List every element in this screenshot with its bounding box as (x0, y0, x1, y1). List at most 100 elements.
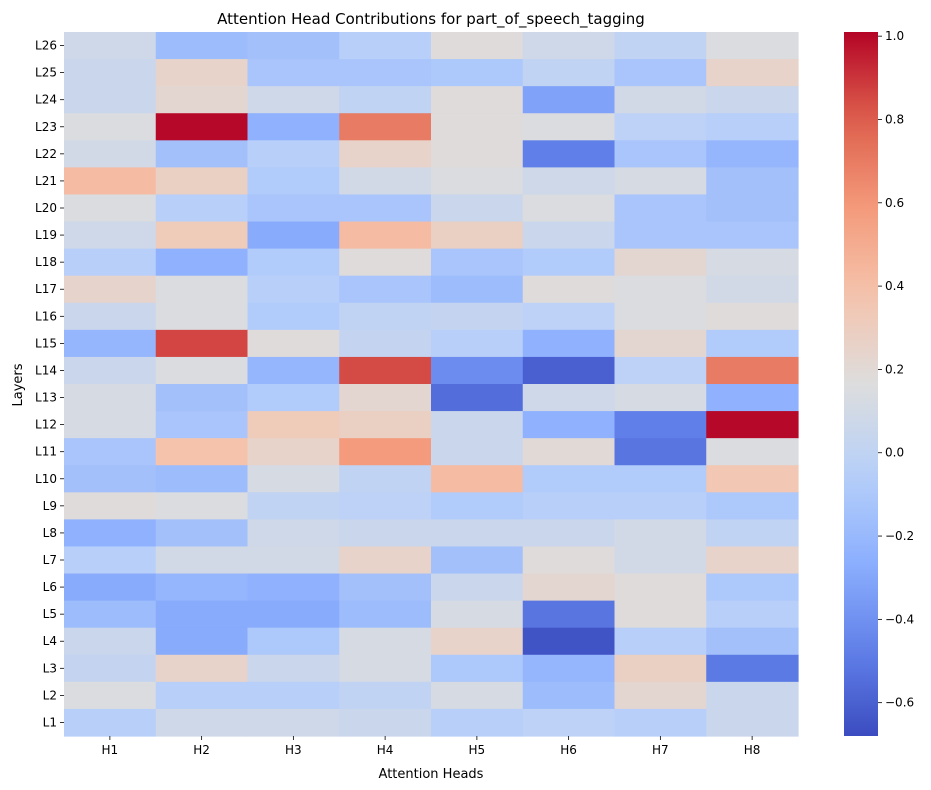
heatmap-cell (614, 546, 707, 575)
y-tick-label: L18 (35, 255, 57, 269)
heatmap-cell (522, 654, 616, 683)
y-tick-label: L23 (35, 120, 57, 134)
heatmap-cell (64, 32, 157, 60)
colorbar-tick-label: 0.6 (885, 196, 904, 210)
y-tick-label: L14 (35, 363, 57, 377)
heatmap-cell (522, 600, 616, 629)
heatmap-cell (431, 627, 524, 656)
heatmap-cell (431, 194, 524, 223)
heatmap-cell (614, 654, 707, 683)
heatmap-cell (614, 86, 707, 114)
heatmap-cell (522, 465, 616, 493)
heatmap-cell (64, 411, 157, 439)
heatmap-cell (522, 627, 616, 656)
heatmap-cell (339, 546, 432, 575)
heatmap-cell (431, 59, 524, 87)
heatmap-cell (431, 302, 524, 331)
heatmap-cell (155, 248, 249, 277)
heatmap-cell (155, 627, 249, 656)
y-tick-label: L3 (43, 661, 57, 675)
heatmap-cell (614, 519, 707, 548)
heatmap-cell (339, 221, 432, 250)
heatmap-cell (247, 140, 340, 168)
heatmap-cell (522, 32, 616, 60)
heatmap-cell (614, 113, 707, 141)
heatmap-cell (431, 411, 524, 439)
heatmap-cell (706, 86, 799, 114)
heatmap-cell (614, 329, 707, 358)
heatmap-cell (522, 411, 616, 439)
heatmap-cell (155, 654, 249, 683)
heatmap-cell (614, 627, 707, 656)
heatmap-cell (64, 302, 157, 331)
heatmap-cell (155, 302, 249, 331)
heatmap-cell (64, 356, 157, 385)
heatmap-cell (522, 275, 616, 304)
heatmap-cell (247, 356, 340, 385)
heatmap-cell (706, 32, 799, 60)
heatmap-cell (155, 519, 249, 548)
x-tick-label: H1 (102, 743, 119, 757)
heatmap-cell (431, 167, 524, 196)
heatmap-cell (339, 519, 432, 548)
colorbar-tick-label: 0.8 (885, 112, 904, 126)
x-tick-label: H5 (469, 743, 486, 757)
heatmap-cell (522, 356, 616, 385)
heatmap-cell (614, 492, 707, 520)
heatmap-cell (247, 546, 340, 575)
heatmap-cell (247, 32, 340, 60)
heatmap-cell (706, 167, 799, 196)
heatmap-cell (706, 194, 799, 223)
heatmap-cell (522, 492, 616, 520)
heatmap-cell (522, 329, 616, 358)
y-tick-label: L2 (43, 688, 57, 702)
heatmap-cell (64, 627, 157, 656)
heatmap-cell (155, 384, 249, 412)
heatmap-cell (522, 519, 616, 548)
heatmap-cell (64, 86, 157, 114)
chart-title: Attention Head Contributions for part_of… (217, 10, 645, 29)
heatmap-cell (522, 708, 616, 737)
heatmap-cell (614, 221, 707, 250)
heatmap-cell (247, 59, 340, 87)
heatmap-cell (64, 167, 157, 196)
heatmap-cell (155, 573, 249, 602)
heatmap-cell (155, 32, 249, 60)
heatmap-cell (247, 573, 340, 602)
x-tick-label: H3 (285, 743, 302, 757)
colorbar-axis: 1.0 0.8 0.6 0.4 0.2 0.0 −0.2 −0.4 −0.6 (878, 29, 914, 710)
heatmap-cell (339, 384, 432, 412)
y-tick-label: L22 (35, 147, 57, 161)
x-tick-label: H7 (652, 743, 669, 757)
heatmap-cell (155, 113, 249, 141)
heatmap-cell (155, 275, 249, 304)
heatmap-cell (431, 573, 524, 602)
heatmap-cell (706, 59, 799, 87)
heatmap-cell (247, 167, 340, 196)
colorbar-tick-label: 0.2 (885, 362, 904, 376)
heatmap-cell (64, 708, 157, 737)
heatmap-cell (155, 329, 249, 358)
heatmap-cell (614, 32, 707, 60)
heatmap-cell (64, 221, 157, 250)
heatmap-cell (339, 113, 432, 141)
heatmap-cell (614, 438, 707, 466)
heatmap-cell (614, 194, 707, 223)
heatmap-cell (614, 248, 707, 277)
heatmap-cell (706, 275, 799, 304)
x-tick-label: H2 (193, 743, 210, 757)
heatmap-cell (155, 167, 249, 196)
y-tick-label: L4 (43, 634, 57, 648)
heatmap-cell (614, 600, 707, 629)
heatmap-cell (155, 546, 249, 575)
heatmap-cell (247, 465, 340, 493)
heatmap-cell (339, 329, 432, 358)
colorbar-tick-label: 0.4 (885, 279, 904, 293)
heatmap-cell (431, 221, 524, 250)
heatmap-cell (247, 600, 340, 629)
heatmap-cell (522, 140, 616, 168)
heatmap-cell (64, 519, 157, 548)
heatmap-cell (247, 681, 340, 710)
heatmap-cell (339, 681, 432, 710)
heatmap-cell (64, 654, 157, 683)
